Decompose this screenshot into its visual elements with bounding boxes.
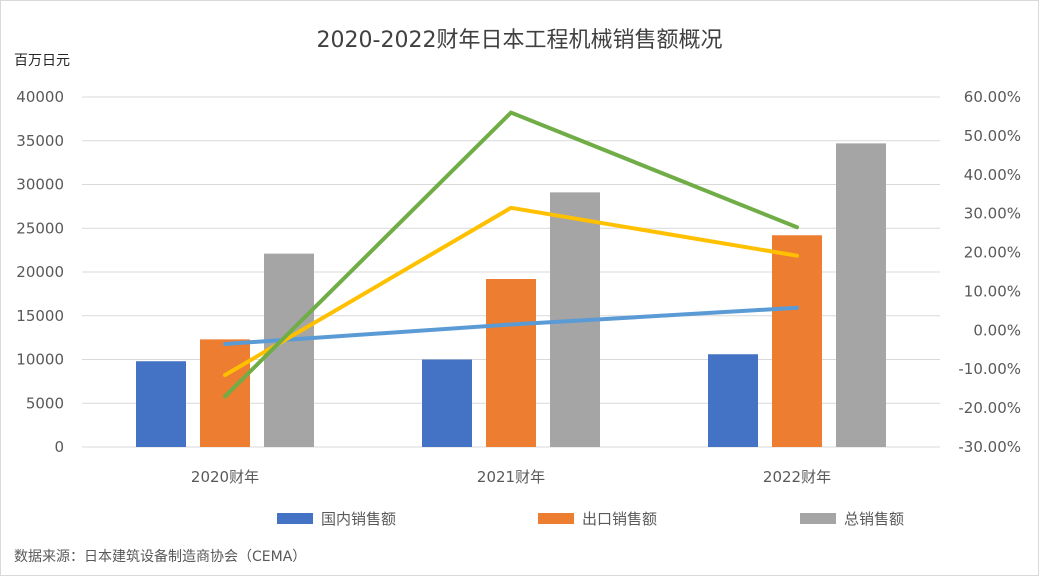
right-axis-tick-label: 60.00% [964, 88, 1021, 106]
growth-rate-line [223, 305, 799, 346]
right-axis-tick-label: -30.00% [958, 438, 1021, 456]
left-axis-tick-label: 20000 [16, 263, 64, 281]
left-axis-tick-label: 25000 [16, 219, 64, 237]
right-axis-tick-label: -20.00% [958, 399, 1021, 417]
growth-rate-line [223, 110, 799, 399]
right-axis-tick-label: 50.00% [964, 127, 1021, 145]
growth-rate-line [223, 205, 799, 378]
legend-label-total: 总销售额 [844, 510, 905, 528]
chart-title: 2020-2022财年日本工程机械销售额概况 [316, 28, 723, 53]
bar [486, 279, 536, 447]
legend-item-export: 出口销售额 [538, 508, 657, 529]
legend-swatch-total [800, 513, 836, 524]
bar [136, 361, 186, 447]
right-axis-tick-label: 30.00% [964, 205, 1021, 223]
x-axis-category-label: 2021财年 [477, 468, 545, 486]
right-axis-tick-label: -10.00% [958, 360, 1021, 378]
legend-label-domestic: 国内销售额 [321, 510, 397, 528]
left-axis-tick-label: 10000 [16, 351, 64, 369]
bar [422, 359, 472, 447]
left-axis-tick-label: 30000 [16, 176, 64, 194]
legend-swatch-export [538, 513, 574, 524]
legend-label-export: 出口销售额 [582, 510, 658, 528]
right-axis-tick-label: 20.00% [964, 244, 1021, 262]
right-axis-tick-label: 0.00% [973, 321, 1021, 339]
x-axis-category-label: 2022财年 [763, 468, 831, 486]
bar [772, 235, 822, 447]
left-axis-tick-label: 5000 [26, 394, 64, 412]
chart-legend: 国内销售额 出口销售额 总销售额 [0, 508, 1039, 532]
legend-item-total: 总销售额 [800, 508, 904, 529]
right-axis-tick-label: 40.00% [964, 166, 1021, 184]
right-axis-tick-label: 10.00% [964, 282, 1021, 300]
legend-swatch-domestic [277, 513, 313, 524]
legend-item-domestic: 国内销售额 [277, 508, 396, 529]
left-axis-tick-label: 35000 [16, 132, 64, 150]
left-axis-unit-label: 百万日元 [14, 53, 70, 69]
left-axis-tick-label: 40000 [16, 88, 64, 106]
bar [708, 354, 758, 447]
left-axis-tick-label: 15000 [16, 307, 64, 325]
bar [836, 143, 886, 447]
left-axis-tick-label: 0 [54, 438, 64, 456]
data-source-note: 数据来源：日本建筑设备制造商协会（CEMA） [14, 549, 307, 565]
bar [200, 339, 250, 447]
x-axis-category-label: 2020财年 [191, 468, 259, 486]
